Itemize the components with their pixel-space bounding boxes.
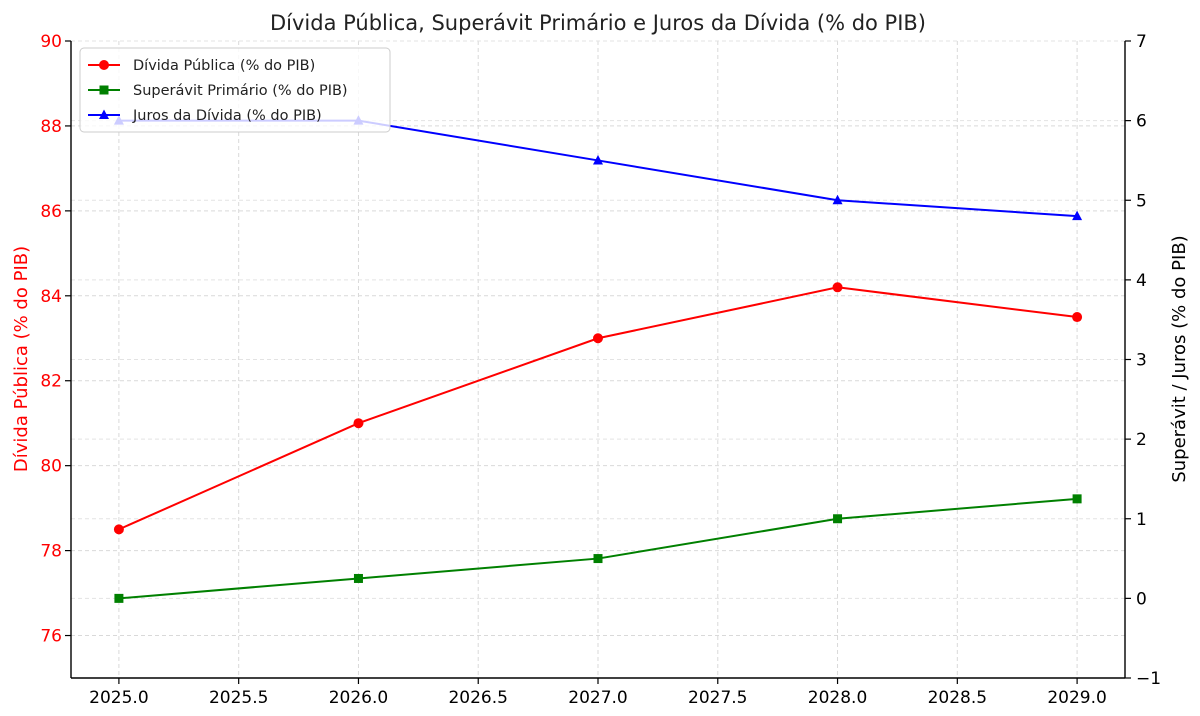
y-left-tick-label: 84 xyxy=(40,287,62,307)
legend-marker xyxy=(99,60,109,70)
chart-title: Dívida Pública, Superávit Primário e Jur… xyxy=(270,11,926,35)
legend-marker xyxy=(99,109,109,119)
y-left-tick-label: 90 xyxy=(40,32,62,52)
x-tick-label: 2026.5 xyxy=(448,688,507,708)
data-point-divida-publica-do-pib xyxy=(1072,312,1083,323)
data-point-superavit-primario-do-pib xyxy=(593,554,603,564)
y-right-tick-label: 0 xyxy=(1136,589,1147,609)
y-left-tick-label: 76 xyxy=(40,627,62,647)
data-point-superavit-primario-do-pib xyxy=(1072,494,1082,504)
x-tick-label: 2028.5 xyxy=(928,688,987,708)
y-left-tick-label: 82 xyxy=(40,372,62,392)
legend-marker xyxy=(99,85,109,95)
data-point-divida-publica-do-pib xyxy=(113,524,124,535)
y-axis-right-title: Superávit / Juros (% do PIB) xyxy=(1169,235,1190,482)
x-tick-label: 2027.5 xyxy=(688,688,747,708)
y-left-tick-label: 88 xyxy=(40,117,62,137)
legend-label: Superávit Primário (% do PIB) xyxy=(133,83,348,99)
y-right-tick-label: 5 xyxy=(1136,191,1147,211)
data-point-divida-publica-do-pib xyxy=(593,333,603,344)
y-left-tick-label: 80 xyxy=(40,457,62,477)
data-point-juros-da-divida-do-pib xyxy=(1072,210,1083,221)
x-tick-label: 2026.0 xyxy=(329,688,388,708)
axes: 2025.0 2025.5 2026.0 2026.5 2027.0 2027.5 2028… xyxy=(40,32,1161,708)
y-right-tick-label: 1 xyxy=(1136,510,1147,530)
data-point-superavit-primario-do-pib xyxy=(353,573,363,583)
legend-box xyxy=(79,47,391,133)
y-right-tick-label: 7 xyxy=(1136,32,1147,52)
x-tick-label: 2028.0 xyxy=(808,688,867,708)
y-right-tick-label: 2 xyxy=(1136,430,1147,450)
x-tick-label: 2025.5 xyxy=(209,688,268,708)
y-left-tick-label: 86 xyxy=(40,202,62,222)
y-axis-left-title: Dívida Pública (% do PIB) xyxy=(11,246,32,472)
legend: Dívida Pública (% do PIB) Superávit Primá… xyxy=(79,47,391,133)
y-right-tick-label: −1 xyxy=(1136,669,1161,689)
data-point-superavit-primario-do-pib xyxy=(114,593,124,603)
y-right-tick-label: 4 xyxy=(1136,271,1147,291)
data-point-juros-da-divida-do-pib xyxy=(593,154,603,165)
data-point-superavit-primario-do-pib xyxy=(833,514,843,524)
grid xyxy=(71,40,1125,679)
legend-label: Dívida Pública (% do PIB) xyxy=(133,58,315,74)
x-tick-label: 2027.0 xyxy=(568,688,627,708)
data-point-divida-publica-do-pib xyxy=(353,418,364,429)
data-point-divida-publica-do-pib xyxy=(832,282,843,293)
y-right-tick-label: 6 xyxy=(1136,112,1147,132)
legend-label: Juros da Dívida (% do PIB) xyxy=(132,108,322,124)
data-point-juros-da-divida-do-pib xyxy=(832,194,843,205)
y-right-tick-label: 3 xyxy=(1136,351,1147,371)
x-tick-label: 2029.0 xyxy=(1047,688,1106,708)
y-left-tick-label: 78 xyxy=(40,542,62,562)
x-tick-label: 2025.0 xyxy=(89,688,148,708)
